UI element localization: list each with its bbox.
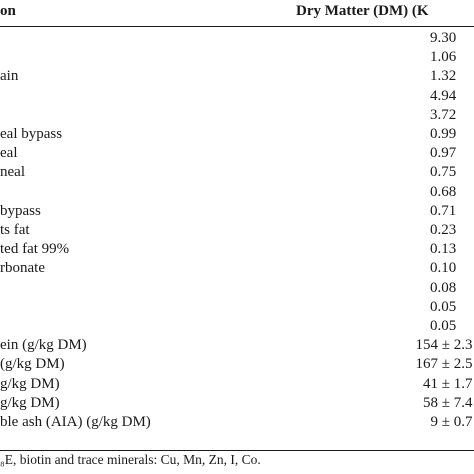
row-dm-value: 9 ± 0.7 [430, 414, 473, 430]
row-dm-value: 0.08 [430, 279, 457, 296]
table-row: ain 1.32 [0, 68, 474, 87]
row-dm-value: 0.05 [430, 318, 457, 334]
row-ingredient: bypass [0, 202, 41, 219]
row-ingredient: ain [0, 68, 19, 85]
row-dm-value: 0.97 [430, 145, 457, 162]
table-footnote: ₈E, biotin and trace minerals: Cu, Mn, Z… [0, 452, 261, 467]
row-ingredient: ble ash (AIA) (g/kg DM) [0, 414, 151, 430]
table-row: ts fat 0.23 [0, 222, 474, 241]
table-row: 3.72 [0, 107, 474, 126]
table-row: rbonate 0.10 [0, 260, 474, 279]
row-dm-value: 1.06 [430, 49, 457, 66]
table-header: on Dry Matter (DM) (K [0, 0, 474, 26]
table-row: 0.05 [0, 318, 474, 337]
row-ingredient: ts fat [0, 222, 30, 238]
table-row: eal bypass 0.99 [0, 126, 474, 145]
row-dm-value: 0.99 [430, 126, 457, 142]
table-row: ein (g/kg DM) 154 ± 2.3 [0, 337, 474, 356]
table-row: eal 0.97 [0, 145, 474, 164]
row-dm-value: 154 ± 2.3 [415, 337, 473, 354]
row-ingredient: g/kg DM) [0, 375, 60, 392]
row-dm-value: 9.30 [430, 30, 457, 46]
row-dm-value: 0.05 [430, 298, 457, 315]
table-row: 4.94 [0, 88, 474, 107]
row-ingredient: ein (g/kg DM) [0, 337, 87, 354]
row-dm-value: 0.75 [430, 164, 457, 181]
row-dm-value: 41 ± 1.7 [423, 375, 473, 392]
row-ingredient: neal [0, 164, 25, 181]
row-ingredient: eal bypass [0, 126, 63, 142]
row-dm-value: 167 ± 2.5 [415, 356, 473, 373]
table-row: ble ash (AIA) (g/kg DM) 9 ± 0.7 [0, 414, 474, 433]
table-row: 0.68 [0, 184, 474, 203]
row-ingredient: g/kg DM) [0, 394, 60, 411]
table-row: ted fat 99% 0.13 [0, 241, 474, 260]
row-dm-value: 0.23 [430, 222, 457, 238]
table-row: g/kg DM) 41 ± 1.7 [0, 376, 474, 395]
table-row: 9.30 [0, 30, 474, 49]
table-row: bypass 0.71 [0, 203, 474, 222]
header-dry-matter: Dry Matter (DM) (K [296, 3, 429, 19]
row-ingredient: rbonate [0, 260, 45, 277]
row-dm-value: 3.72 [430, 106, 457, 123]
row-dm-value: 0.13 [430, 241, 457, 258]
row-dm-value: 0.71 [430, 202, 457, 219]
table-row: neal 0.75 [0, 164, 474, 183]
row-ingredient: ted fat 99% [0, 241, 70, 258]
table-row: 0.08 [0, 280, 474, 299]
row-dm-value: 58 ± 7.4 [423, 394, 473, 411]
bottom-rule [0, 450, 474, 451]
header-ingredient: on [0, 3, 16, 19]
row-dm-value: 4.94 [430, 87, 457, 104]
table-row: (g/kg DM) 167 ± 2.5 [0, 356, 474, 375]
row-ingredient: eal [0, 145, 18, 162]
table-row: 0.05 [0, 299, 474, 318]
row-ingredient: (g/kg DM) [0, 356, 65, 373]
row-dm-value: 0.10 [430, 260, 457, 277]
row-dm-value: 1.32 [430, 68, 457, 85]
header-rule [0, 26, 474, 27]
row-dm-value: 0.68 [430, 183, 457, 200]
table-row: 1.06 [0, 49, 474, 68]
table-row: g/kg DM) 58 ± 7.4 [0, 395, 474, 414]
